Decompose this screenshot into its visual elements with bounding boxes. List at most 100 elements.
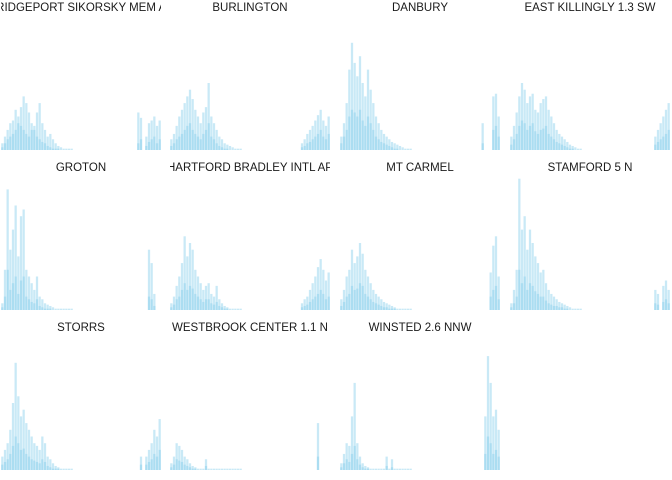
histogram-bar: [202, 468, 205, 470]
histogram-bar: [239, 148, 242, 150]
histogram-bar: [396, 468, 399, 470]
histogram-bar: [366, 468, 370, 470]
histogram-bar: [218, 145, 221, 150]
histogram-bar: [212, 139, 216, 150]
histogram-bar: [358, 56, 362, 150]
histogram-bar: [555, 305, 558, 310]
histogram-bar: [345, 443, 348, 470]
histogram-bar: [489, 296, 492, 310]
histogram-bar: [372, 301, 375, 310]
histogram-bar: [150, 443, 153, 470]
histogram-bar: [393, 468, 396, 470]
histogram-bar: [510, 303, 513, 310]
histogram-bar: [158, 139, 161, 150]
histogram-bar: [664, 299, 668, 310]
histogram-bar: [54, 143, 57, 150]
histogram-bar: [223, 468, 226, 470]
histogram-bar: [382, 468, 386, 470]
histogram-bar: [145, 145, 148, 150]
histogram-bar: [9, 123, 12, 150]
histogram-bar: [204, 129, 208, 150]
facet-plot-area: [170, 423, 320, 470]
histogram-bar: [170, 467, 173, 470]
histogram-bar: [191, 99, 194, 150]
histogram-bar: [560, 303, 564, 310]
histogram-bar: [196, 116, 200, 150]
histogram-bar: [1, 464, 4, 470]
histogram-bar: [303, 305, 306, 310]
histogram-bar: [204, 299, 208, 310]
histogram-bar: [520, 283, 524, 310]
histogram-bar: [382, 133, 386, 150]
histogram-bar: [25, 296, 28, 310]
histogram-bar: [234, 308, 237, 310]
histogram-bar: [150, 139, 153, 150]
histogram-bar: [406, 468, 410, 470]
histogram-bar: [220, 147, 224, 150]
histogram-bar: [188, 89, 192, 150]
histogram-bar: [207, 299, 210, 310]
histogram-bar: [215, 301, 218, 310]
histogram-bar: [183, 129, 186, 150]
histogram-bar: [327, 296, 330, 310]
histogram-bar: [497, 116, 500, 150]
histogram-bar: [175, 443, 178, 470]
histogram-bar: [340, 299, 343, 310]
histogram-bar: [49, 133, 52, 150]
histogram-bar: [14, 436, 17, 470]
histogram-bar: [492, 416, 495, 470]
histogram-bar: [180, 449, 184, 470]
histogram-bar: [542, 296, 545, 310]
facet-strip-text: STAMFORD 5 N: [547, 162, 633, 174]
histogram-bar: [523, 276, 526, 310]
histogram-bar: [342, 301, 346, 310]
histogram-bar: [369, 283, 372, 310]
histogram-bar: [319, 129, 322, 150]
histogram-bar: [494, 93, 498, 150]
histogram-bar: [401, 308, 404, 310]
histogram-bar: [510, 136, 513, 150]
histogram-bar: [534, 256, 537, 310]
histogram-bar: [33, 125, 36, 150]
histogram-bar: [178, 296, 181, 310]
histogram-bar: [361, 120, 364, 150]
histogram-bar: [528, 283, 532, 310]
histogram-bar: [170, 139, 173, 150]
histogram-bar: [552, 139, 556, 150]
histogram-bar: [345, 129, 348, 150]
histogram-bar: [319, 259, 322, 310]
histogram-bar: [30, 301, 33, 310]
histogram-bar: [550, 304, 553, 310]
histogram-bar: [348, 293, 351, 310]
histogram-bar: [199, 283, 202, 310]
histogram-bar: [186, 289, 189, 310]
facet-strip-text: STORRS: [57, 322, 105, 334]
facet-panel: MT CARMEL: [340, 160, 500, 320]
histogram-bar: [361, 467, 364, 470]
histogram-bar: [494, 236, 498, 310]
histogram-bar: [361, 285, 364, 310]
histogram-bar: [316, 456, 320, 470]
histogram-bar: [147, 296, 151, 310]
histogram-bar: [340, 136, 343, 150]
histogram-bar: [19, 107, 23, 150]
histogram-bar: [369, 123, 372, 150]
histogram-bar: [49, 305, 52, 310]
histogram-bar: [54, 468, 57, 470]
histogram-bar: [49, 147, 52, 150]
histogram-bar: [550, 136, 553, 150]
histogram-bar: [406, 308, 410, 310]
histogram-bar: [364, 465, 367, 470]
histogram-bar: [153, 116, 156, 150]
histogram-bar: [316, 115, 320, 150]
histogram-bar: [515, 133, 518, 150]
histogram-bar: [65, 468, 68, 470]
histogram-bar: [560, 136, 564, 150]
histogram-bar: [361, 463, 364, 470]
histogram-bar: [180, 133, 184, 150]
facet-plot-area: [340, 42, 500, 150]
histogram-bar: [172, 296, 176, 310]
histogram-bar: [659, 139, 662, 150]
histogram-bar: [531, 93, 534, 150]
